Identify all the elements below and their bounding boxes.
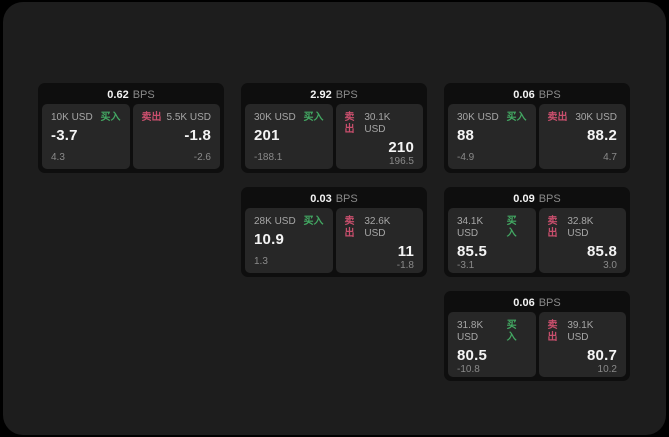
card-header: 2.92 BPS <box>245 87 423 104</box>
buy-panel[interactable]: 30K USD 买入 201 -188.1 <box>245 104 333 169</box>
sell-panel[interactable]: 卖出 32.8K USD 85.8 3.0 <box>538 208 626 273</box>
buy-panel[interactable]: 30K USD 买入 88 -4.9 <box>448 104 536 169</box>
buy-delta: 4.3 <box>51 152 65 163</box>
app-window: 0.62 BPS 10K USD 买入 -3.7 4.3 卖出 5.5K USD <box>3 2 666 435</box>
buy-side-label: 买入 <box>100 112 121 123</box>
buy-side-label: 买入 <box>506 112 527 123</box>
quote-card: 0.62 BPS 10K USD 买入 -3.7 4.3 卖出 5.5K USD <box>38 83 224 173</box>
buy-size-label: 10K USD <box>51 112 93 123</box>
buy-delta: -4.9 <box>457 152 475 163</box>
bps-value: 2.92 <box>310 89 332 101</box>
sell-price: 88.2 <box>587 127 617 144</box>
buy-price: -3.7 <box>51 127 78 144</box>
bps-value: 0.62 <box>107 89 129 101</box>
sell-panel[interactable]: 卖出 30K USD 88.2 4.7 <box>538 104 626 169</box>
quote-card: 0.06 BPS 31.8K USD 买入 80.5 -10.8 卖出 39.1… <box>444 291 630 381</box>
sell-side-label: 卖出 <box>547 320 558 343</box>
sell-size-label: 32.6K USD <box>364 216 391 239</box>
buy-panel[interactable]: 10K USD 买入 -3.7 4.3 <box>42 104 130 169</box>
bps-unit-label: BPS <box>538 193 561 205</box>
buy-panel[interactable]: 28K USD 买入 10.9 1.3 <box>245 208 333 273</box>
sell-side-label: 卖出 <box>344 216 355 239</box>
panels: 28K USD 买入 10.9 1.3 卖出 32.6K USD 11 -1.8 <box>245 208 423 273</box>
sell-delta: -1.8 <box>396 260 414 271</box>
panels: 31.8K USD 买入 80.5 -10.8 卖出 39.1K USD 80.… <box>448 312 626 377</box>
sell-delta: 4.7 <box>603 152 617 163</box>
sell-delta: -2.6 <box>193 152 211 163</box>
sell-side-label: 卖出 <box>547 216 558 239</box>
sell-price: 210 <box>388 139 414 156</box>
bps-unit-label: BPS <box>538 89 561 101</box>
buy-delta: -10.8 <box>457 364 480 375</box>
bps-unit-label: BPS <box>335 193 358 205</box>
buy-price: 10.9 <box>254 231 284 248</box>
panels: 34.1K USD 买入 85.5 -3.1 卖出 32.8K USD 85.8… <box>448 208 626 273</box>
buy-size-label: 34.1K USD <box>457 216 484 239</box>
sell-side-label: 卖出 <box>547 112 568 123</box>
bps-unit-label: BPS <box>335 89 358 101</box>
bps-value: 0.09 <box>513 193 535 205</box>
sell-delta: 196.5 <box>388 156 414 167</box>
panels: 30K USD 买入 88 -4.9 卖出 30K USD 88.2 4.7 <box>448 104 626 169</box>
card-header: 0.09 BPS <box>448 191 626 208</box>
bps-value: 0.06 <box>513 297 535 309</box>
buy-side-label: 买入 <box>506 320 517 343</box>
sell-panel[interactable]: 卖出 39.1K USD 80.7 10.2 <box>538 312 626 377</box>
sell-price: 11 <box>397 243 414 260</box>
buy-price: 85.5 <box>457 243 487 260</box>
sell-panel[interactable]: 卖出 30.1K USD 210 196.5 <box>335 104 423 169</box>
buy-size-label: 28K USD <box>254 216 296 227</box>
buy-panel[interactable]: 34.1K USD 买入 85.5 -3.1 <box>448 208 536 273</box>
panels: 30K USD 买入 201 -188.1 卖出 30.1K USD 210 1… <box>245 104 423 169</box>
buy-side-label: 买入 <box>303 112 324 123</box>
buy-price: 88 <box>457 127 475 144</box>
sell-side-label: 卖出 <box>141 112 162 123</box>
buy-delta: -188.1 <box>254 152 283 163</box>
quote-board: 0.62 BPS 10K USD 买入 -3.7 4.3 卖出 5.5K USD <box>38 83 630 381</box>
buy-side-label: 买入 <box>506 216 517 239</box>
sell-size-label: 32.8K USD <box>567 216 594 239</box>
bps-unit-label: BPS <box>132 89 155 101</box>
bps-value: 0.06 <box>513 89 535 101</box>
sell-price: 80.7 <box>587 347 617 364</box>
quote-card: 0.03 BPS 28K USD 买入 10.9 1.3 卖出 32.6K US… <box>241 187 427 277</box>
card-header: 0.03 BPS <box>245 191 423 208</box>
quote-card: 0.09 BPS 34.1K USD 买入 85.5 -3.1 卖出 32.8K… <box>444 187 630 277</box>
sell-panel[interactable]: 卖出 5.5K USD -1.8 -2.6 <box>132 104 220 169</box>
buy-price: 201 <box>254 127 280 144</box>
buy-size-label: 31.8K USD <box>457 320 484 343</box>
card-header: 0.62 BPS <box>42 87 220 104</box>
buy-size-label: 30K USD <box>457 112 499 123</box>
buy-delta: 1.3 <box>254 256 268 267</box>
buy-delta: -3.1 <box>457 260 475 271</box>
bps-unit-label: BPS <box>538 297 561 309</box>
sell-price: -1.8 <box>184 127 211 144</box>
sell-side-label: 卖出 <box>344 112 355 135</box>
quote-card: 0.06 BPS 30K USD 买入 88 -4.9 卖出 30K USD <box>444 83 630 173</box>
sell-size-label: 5.5K USD <box>166 112 211 123</box>
sell-size-label: 30K USD <box>575 112 617 123</box>
card-header: 0.06 BPS <box>448 295 626 312</box>
buy-price: 80.5 <box>457 347 487 364</box>
buy-panel[interactable]: 31.8K USD 买入 80.5 -10.8 <box>448 312 536 377</box>
sell-delta: 10.2 <box>597 364 617 375</box>
sell-panel[interactable]: 卖出 32.6K USD 11 -1.8 <box>335 208 423 273</box>
quote-card: 2.92 BPS 30K USD 买入 201 -188.1 卖出 30.1K … <box>241 83 427 173</box>
card-header: 0.06 BPS <box>448 87 626 104</box>
sell-delta: 3.0 <box>603 260 617 271</box>
panels: 10K USD 买入 -3.7 4.3 卖出 5.5K USD -1.8 -2.… <box>42 104 220 169</box>
bps-value: 0.03 <box>310 193 332 205</box>
sell-size-label: 30.1K USD <box>364 112 391 135</box>
buy-size-label: 30K USD <box>254 112 296 123</box>
sell-price: 85.8 <box>587 243 617 260</box>
sell-size-label: 39.1K USD <box>567 320 594 343</box>
buy-side-label: 买入 <box>303 216 324 227</box>
